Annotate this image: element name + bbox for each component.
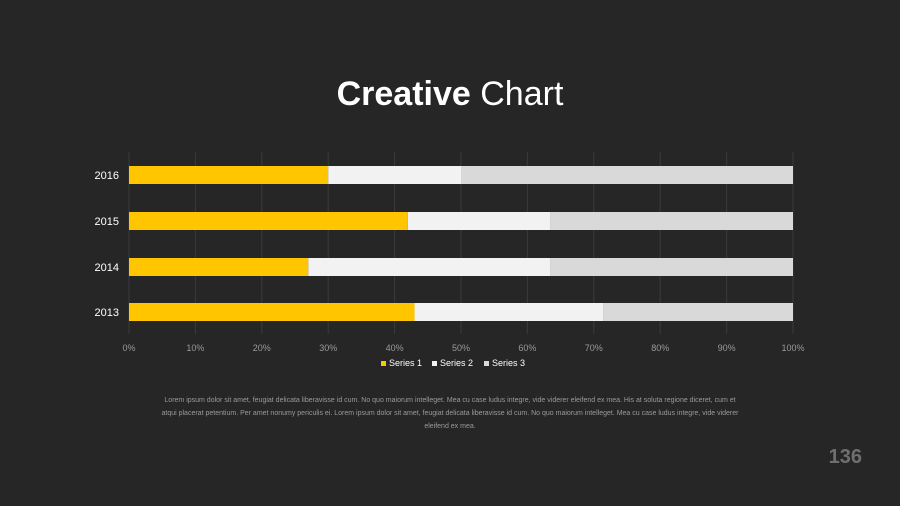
legend-label: Series 1 — [389, 358, 422, 368]
x-tick-label: 90% — [718, 343, 736, 353]
category-label: 2014 — [95, 262, 119, 274]
category-label: 2016 — [95, 170, 119, 182]
x-tick-label: 60% — [518, 343, 536, 353]
category-label: 2015 — [95, 216, 119, 228]
body-text: Lorem ipsum dolor sit amet, feugiat deli… — [161, 397, 739, 430]
x-tick-label: 80% — [651, 343, 669, 353]
bar-2015-series-2 — [407, 212, 551, 230]
x-tick-label: 100% — [781, 343, 804, 353]
x-tick-label: 20% — [253, 343, 271, 353]
bar-2016-series-2 — [328, 166, 461, 184]
bar-2013-series-3 — [603, 303, 793, 321]
x-tick-label: 10% — [186, 343, 204, 353]
bar-2016-series-1 — [129, 166, 329, 184]
bar-2013-series-1 — [129, 303, 415, 321]
bar-2015-series-3 — [550, 212, 793, 230]
x-tick-label: 40% — [386, 343, 404, 353]
legend-swatch — [432, 361, 437, 366]
bar-2014-series-3 — [550, 258, 793, 276]
bar-2015-series-1 — [129, 212, 408, 230]
legend-label: Series 2 — [440, 358, 473, 368]
x-tick-label: 50% — [452, 343, 470, 353]
stacked-bar-chart: 2013 2014 2015 2016 0% 10% 20% 30% 40% 50% 60% 70% 8… — [95, 152, 805, 368]
bar-2016-series-3 — [461, 166, 793, 184]
title-bold: Creative — [336, 75, 471, 113]
legend-swatch — [381, 361, 386, 366]
x-tick-label: 0% — [122, 343, 135, 353]
bar-2014-series-2 — [308, 258, 551, 276]
x-tick-label: 30% — [319, 343, 337, 353]
title-light: Chart — [480, 75, 564, 113]
category-label: 2013 — [95, 307, 119, 319]
legend-swatch — [484, 361, 489, 366]
bar-2014-series-1 — [129, 258, 309, 276]
bar-2013-series-2 — [414, 303, 604, 321]
slide-title: Creative Chart — [0, 72, 900, 116]
page-number: 136 — [828, 446, 862, 468]
legend-label: Series 3 — [492, 358, 525, 368]
x-tick-label: 70% — [585, 343, 603, 353]
